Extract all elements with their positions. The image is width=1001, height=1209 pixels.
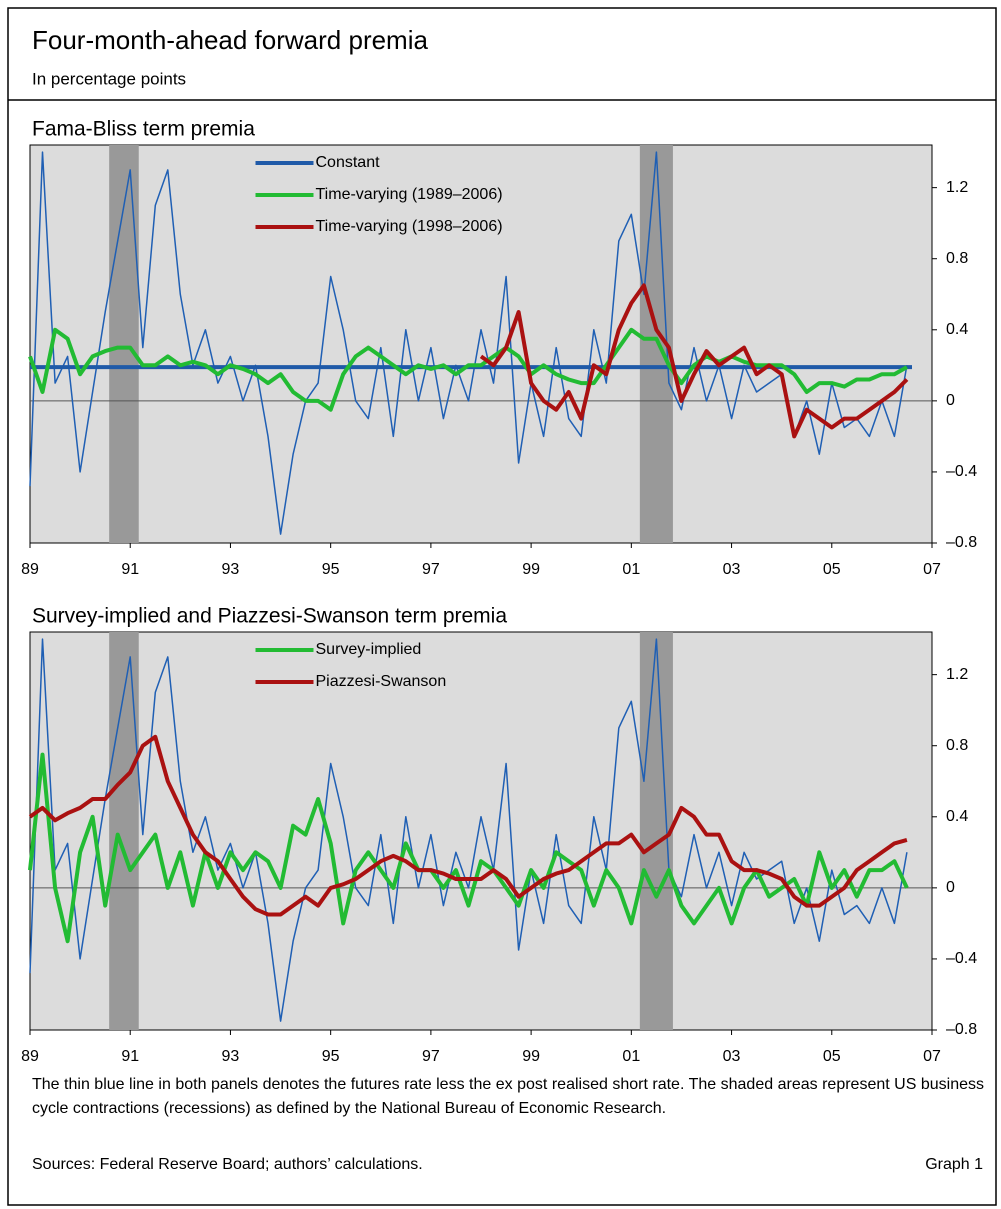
x-tick-label: 07 — [923, 561, 941, 578]
legend-label: Piazzesi-Swanson — [316, 673, 447, 690]
sources: Sources: Federal Reserve Board; authors’… — [32, 1156, 423, 1173]
y-tick-label: 0.4 — [946, 321, 968, 338]
x-tick-label: 89 — [21, 1048, 39, 1065]
x-tick-label: 99 — [522, 561, 540, 578]
x-tick-label: 01 — [622, 561, 640, 578]
y-tick-label: –0.8 — [946, 1021, 977, 1038]
x-tick-label: 95 — [322, 561, 340, 578]
x-tick-label: 07 — [923, 1048, 941, 1065]
x-tick-label: 97 — [422, 561, 440, 578]
y-tick-label: –0.8 — [946, 534, 977, 551]
x-tick-label: 95 — [322, 1048, 340, 1065]
series-line — [28, 327, 908, 412]
y-tick-label: 0.8 — [946, 250, 968, 267]
y-tick-label: 0.4 — [946, 808, 968, 825]
y-tick-label: 0 — [946, 879, 955, 896]
series-line — [28, 752, 909, 944]
x-tick-label: 91 — [121, 561, 139, 578]
x-tick-label: 01 — [622, 1048, 640, 1065]
x-tick-label: 03 — [723, 561, 741, 578]
x-tick-label: 91 — [121, 1048, 139, 1065]
legend-label: Constant — [316, 154, 381, 171]
y-tick-label: 0 — [946, 392, 955, 409]
y-tick-label: –0.4 — [946, 463, 977, 480]
legend-label: Time-varying (1998–2006) — [316, 218, 503, 235]
note: The thin blue line in both panels denote… — [32, 1076, 984, 1117]
y-tick-label: 1.2 — [946, 179, 968, 196]
panel-title: Fama-Bliss term premia — [32, 118, 255, 141]
graph-label: Graph 1 — [925, 1156, 983, 1173]
legend-label: Survey-implied — [316, 641, 422, 658]
x-tick-label: 05 — [823, 1048, 841, 1065]
series-line — [479, 283, 909, 439]
y-tick-label: 1.2 — [946, 666, 968, 683]
page-subtitle: In percentage points — [32, 69, 186, 88]
x-tick-label: 05 — [823, 561, 841, 578]
frame — [7, 7, 997, 1206]
recession-shade — [639, 632, 673, 1030]
y-tick-label: 0.8 — [946, 737, 968, 754]
panel-title: Survey-implied and Piazzesi-Swanson term… — [32, 605, 507, 628]
x-tick-label: 93 — [222, 561, 240, 578]
x-tick-label: 93 — [222, 1048, 240, 1065]
page-title: Four-month-ahead forward premia — [32, 25, 428, 55]
x-tick-label: 03 — [723, 1048, 741, 1065]
series-line — [29, 151, 908, 535]
plot-area — [29, 631, 933, 1031]
legend-label: Time-varying (1989–2006) — [316, 186, 503, 203]
x-tick-label: 97 — [422, 1048, 440, 1065]
x-tick-label: 99 — [522, 1048, 540, 1065]
series-line — [28, 734, 908, 917]
plot-area — [29, 144, 933, 544]
y-tick-label: –0.4 — [946, 950, 977, 967]
x-tick-label: 89 — [21, 561, 39, 578]
